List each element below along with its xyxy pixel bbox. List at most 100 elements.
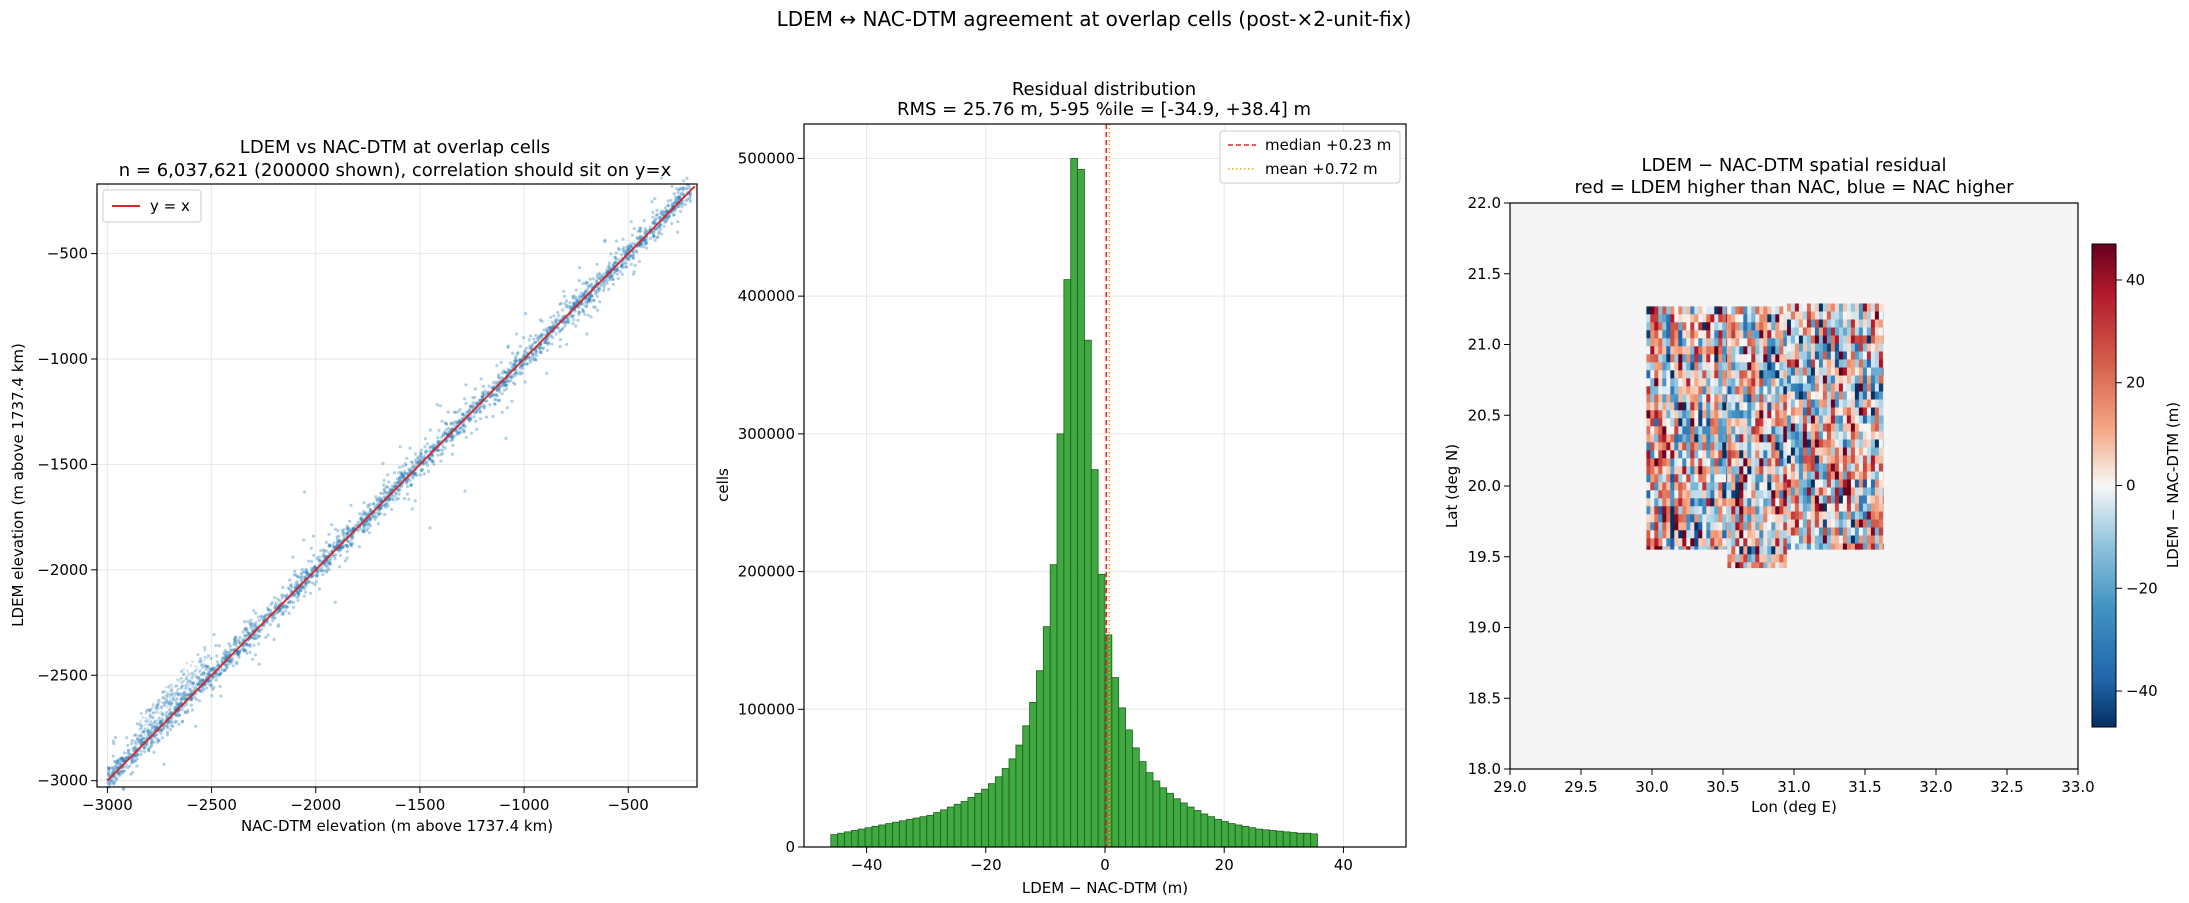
residual-cell — [1646, 306, 1651, 315]
residual-cell — [1650, 418, 1655, 427]
residual-cell — [1731, 410, 1736, 419]
scatter-point — [506, 367, 510, 371]
residual-cell — [1690, 482, 1695, 491]
residual-cell — [1751, 466, 1756, 475]
residual-cell — [1854, 383, 1860, 392]
residual-cell — [1698, 394, 1703, 403]
histogram-bar — [1282, 831, 1291, 848]
residual-cell — [1810, 471, 1816, 480]
residual-cell — [1858, 375, 1864, 384]
residual-cell — [1702, 362, 1707, 371]
residual-cell — [1826, 463, 1832, 472]
scatter-point — [364, 520, 368, 524]
residual-cell — [1786, 367, 1792, 376]
scatter-point — [390, 484, 394, 488]
residual-map-panel: LDEM − NAC-DTM spatial residual red = LD… — [1443, 155, 2182, 816]
residual-cell — [1662, 498, 1667, 507]
scatter-point — [307, 559, 311, 563]
residual-cell — [1802, 519, 1808, 528]
residual-cell — [1763, 314, 1768, 323]
residual-cell — [1755, 450, 1760, 459]
residual-cell — [1722, 402, 1727, 411]
scatter-point — [581, 281, 585, 286]
scatter-point — [135, 764, 139, 768]
scatter-point — [441, 433, 445, 437]
residual-cell — [1826, 415, 1832, 424]
scatter-point — [381, 461, 385, 465]
residual-cell — [1666, 482, 1671, 491]
scatter-point — [322, 549, 326, 553]
residual-cell — [1727, 362, 1732, 371]
residual-cell — [1706, 354, 1711, 363]
residual-cell — [1806, 503, 1812, 512]
scatter-point — [122, 769, 126, 773]
residual-cell — [1686, 450, 1691, 459]
figure-suptitle: LDEM ↔ NAC-DTM agreement at overlap cell… — [777, 7, 1412, 31]
scatter-point — [420, 448, 424, 452]
residual-cell — [1790, 439, 1796, 448]
residual-cell — [1743, 362, 1748, 371]
residual-cell — [1690, 346, 1695, 355]
scatter-point — [638, 235, 642, 239]
scatter-point — [571, 295, 575, 299]
scatter-point — [543, 340, 547, 345]
scatter-point — [425, 460, 429, 464]
scatter-point — [182, 668, 186, 671]
scatter-point — [416, 457, 420, 461]
scatter-point — [503, 382, 507, 386]
residual-cell — [1775, 514, 1780, 523]
residual-cell — [1767, 314, 1772, 323]
residual-cell — [1714, 530, 1719, 539]
scatter-point — [657, 216, 661, 220]
residual-cell — [1722, 458, 1727, 467]
scatter-point — [281, 594, 285, 598]
residual-cell — [1751, 346, 1756, 355]
scatter-xtick-label: −2000 — [290, 796, 341, 814]
scatter-point — [204, 667, 208, 672]
residual-cell — [1838, 455, 1844, 464]
residual-cell — [1678, 394, 1683, 403]
residual-cell — [1767, 474, 1772, 483]
residual-cell — [1842, 335, 1848, 344]
residual-cell — [1775, 314, 1780, 323]
residual-cell — [1727, 394, 1732, 403]
residual-cell — [1822, 495, 1828, 504]
scatter-point — [210, 676, 214, 681]
scatter-point — [135, 737, 139, 741]
scatter-point — [495, 393, 499, 397]
scatter-point — [274, 601, 278, 605]
scatter-point — [223, 649, 227, 653]
residual-cell — [1767, 482, 1772, 491]
scatter-point — [234, 636, 238, 640]
residual-cell — [1747, 458, 1752, 467]
residual-cell — [1810, 367, 1816, 376]
residual-cell — [1718, 466, 1723, 475]
residual-cell — [1727, 314, 1732, 323]
scatter-point — [159, 721, 163, 725]
histogram-bar — [933, 812, 941, 848]
scatter-point — [572, 301, 576, 305]
residual-cell — [1794, 503, 1800, 512]
residual-cell — [1690, 538, 1695, 547]
residual-cell — [1826, 471, 1832, 480]
scatter-point — [346, 526, 350, 530]
scatter-point — [167, 701, 171, 705]
scatter-point — [538, 345, 543, 350]
residual-cell — [1786, 391, 1792, 400]
scatter-point — [337, 539, 341, 543]
residual-cell — [1735, 402, 1740, 411]
residual-cell — [1718, 442, 1723, 451]
scatter-point — [588, 298, 592, 302]
scatter-point — [561, 326, 565, 330]
residual-cell — [1866, 511, 1872, 520]
histogram-bar — [946, 806, 955, 848]
scatter-point — [296, 583, 300, 587]
scatter-point — [122, 759, 126, 763]
scatter-point — [188, 687, 192, 691]
scatter-point — [195, 698, 199, 702]
residual-cell — [1755, 314, 1760, 323]
residual-cell — [1846, 431, 1852, 440]
residual-cell — [1755, 370, 1760, 379]
scatter-y-label: LDEM elevation (m above 1737.4 km) — [9, 343, 27, 627]
scatter-point — [121, 757, 125, 761]
